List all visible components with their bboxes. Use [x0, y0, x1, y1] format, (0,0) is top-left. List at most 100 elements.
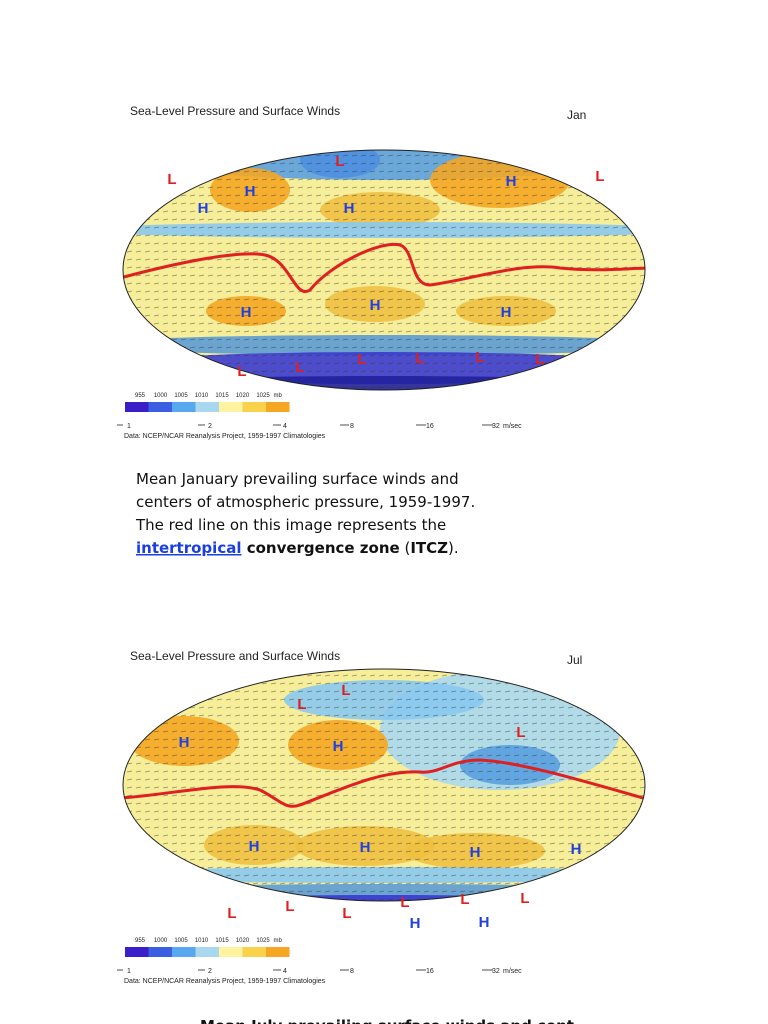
wind-speed: 16 [426, 968, 434, 975]
pressure-swatch [266, 947, 290, 957]
pressure-swatch [219, 402, 243, 412]
caption-text: ). [448, 539, 459, 557]
pressure-center: H [360, 839, 371, 856]
pressure-label: 955 [135, 393, 146, 399]
caption-line: centers of atmospheric pressure, 1959-19… [136, 493, 475, 511]
pressure-center: L [227, 905, 236, 922]
wind-speed: 8 [350, 423, 354, 430]
pressure-swatch [125, 947, 149, 957]
pressure-center: L [595, 168, 604, 185]
pressure-center: L [167, 171, 176, 188]
caption-link[interactable]: intertropical [136, 539, 241, 557]
pressure-center: L [285, 898, 294, 915]
pressure-swatch [172, 402, 196, 412]
pressure-center: L [357, 351, 366, 368]
pressure-swatch [148, 402, 172, 412]
pressure-label: 1000 [154, 938, 168, 944]
pressure-label: 1015 [215, 393, 229, 399]
data-source: Data: NCEP/NCAR Reanalysis Project, 1959… [124, 433, 326, 440]
wind-unit: m/sec [503, 423, 522, 430]
pressure-center: H [501, 304, 512, 321]
pressure-center: L [400, 894, 409, 911]
pressure-label: 955 [135, 938, 146, 944]
itcz-line [123, 242, 645, 294]
pressure-label: 1015 [215, 938, 229, 944]
wind-speed: 16 [426, 423, 434, 430]
pressure-swatch [219, 947, 243, 957]
pressure-center: H [370, 297, 381, 314]
pressure-center: H [179, 734, 190, 751]
pressure-label: 1020 [236, 393, 250, 399]
wind-speed: 1 [127, 423, 131, 430]
wind-field [123, 150, 645, 390]
wind-speed: 4 [283, 968, 287, 975]
caption-text: ( [400, 539, 411, 557]
pressure-label: 1005 [174, 393, 188, 399]
map [84, 669, 684, 928]
data-source: Data: NCEP/NCAR Reanalysis Project, 1959… [124, 978, 326, 985]
pressure-label: 1005 [174, 938, 188, 944]
map-outline [122, 668, 646, 902]
map-month: Jan [567, 108, 586, 122]
caption-line: intertropical convergence zone (ITCZ). [136, 539, 459, 557]
wind-unit: m/sec [503, 968, 522, 975]
pressure-center: H [410, 915, 421, 932]
itcz-line [123, 758, 645, 808]
pressure-label: 1010 [195, 938, 209, 944]
map [123, 150, 645, 390]
pressure-swatch [125, 402, 149, 412]
map-outline [122, 149, 646, 391]
caption-text: convergence zone [241, 539, 399, 557]
pressure-swatch [148, 947, 172, 957]
pressure-center: L [475, 349, 484, 366]
pressure-swatch [195, 402, 219, 412]
map-title: Sea-Level Pressure and Surface Winds [130, 104, 340, 118]
pressure-center: L [342, 905, 351, 922]
pressure-center: H [479, 914, 490, 931]
pressure-center: H [241, 304, 252, 321]
pressure-center: L [520, 890, 529, 907]
wind-speed: 8 [350, 968, 354, 975]
pressure-unit: mb [274, 393, 283, 399]
wind-speed: 4 [283, 423, 287, 430]
wind-speed: 2 [208, 968, 212, 975]
caption-line: Mean January prevailing surface winds an… [136, 470, 459, 488]
pressure-center: L [535, 351, 544, 368]
pressure-label: 1025 [256, 938, 270, 944]
pressure-center: L [415, 350, 424, 367]
pressure-label: 1000 [154, 393, 168, 399]
wind-speed: 2 [208, 423, 212, 430]
wind-speed: 32 [492, 423, 500, 430]
pressure-label: 1020 [236, 938, 250, 944]
pressure-swatch [242, 947, 266, 957]
pressure-swatch [266, 402, 290, 412]
caption-line: The red line on this image represents th… [135, 516, 446, 534]
pressure-center: H [333, 738, 344, 755]
pressure-unit: mb [274, 938, 283, 944]
pressure-center: L [297, 696, 306, 713]
wind-speed: 32 [492, 968, 500, 975]
pressure-center: H [571, 841, 582, 858]
pressure-swatch [242, 402, 266, 412]
pressure-area [84, 910, 684, 926]
pressure-center: L [237, 363, 246, 380]
pressure-area [380, 908, 520, 928]
pressure-swatch [172, 947, 196, 957]
pressure-label: 1025 [256, 393, 270, 399]
caption-text: ITCZ [410, 539, 448, 557]
map-month: Jul [567, 653, 582, 667]
pressure-center: H [198, 200, 209, 217]
pressure-center: L [335, 153, 344, 170]
pressure-center: L [460, 891, 469, 908]
pressure-center: H [249, 838, 260, 855]
pressure-swatch [195, 947, 219, 957]
wind-speed: 1 [127, 968, 131, 975]
pressure-center: H [470, 844, 481, 861]
pressure-label: 1010 [195, 393, 209, 399]
pressure-center: H [506, 173, 517, 190]
pressure-center: H [344, 200, 355, 217]
wind-field [123, 669, 645, 901]
pressure-center: L [295, 359, 304, 376]
pressure-center: L [516, 724, 525, 741]
